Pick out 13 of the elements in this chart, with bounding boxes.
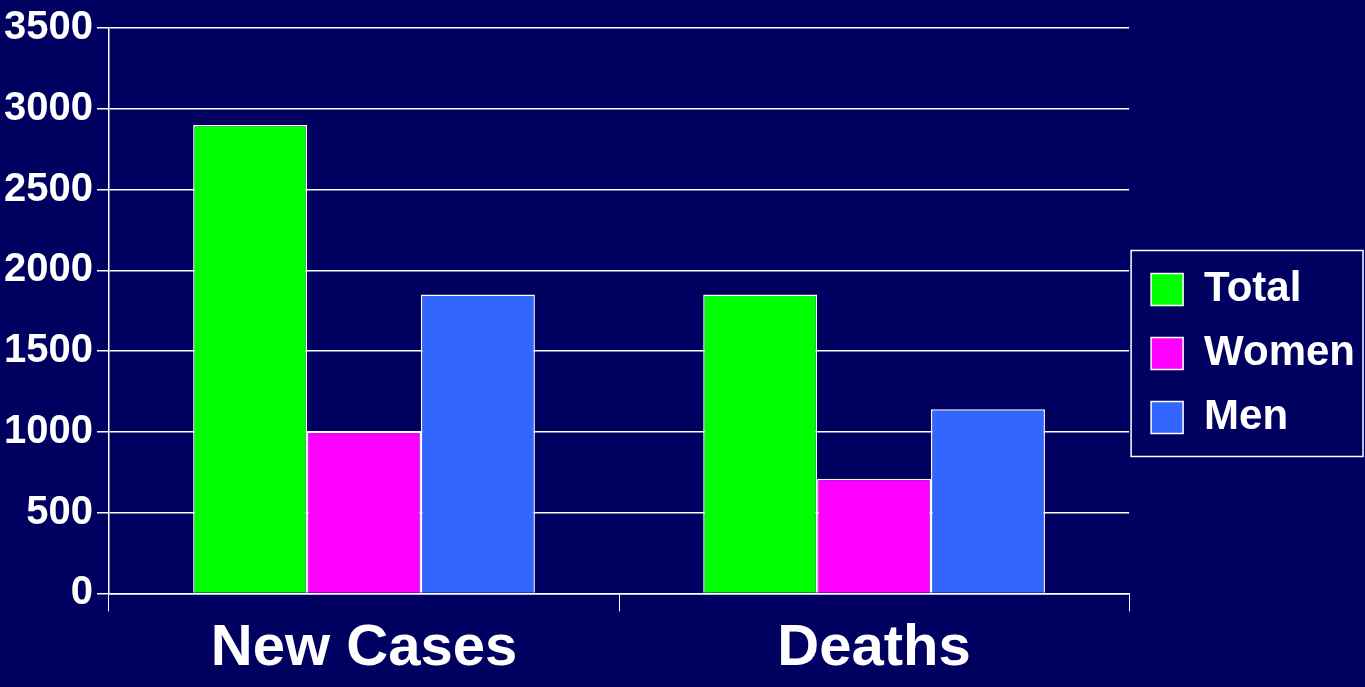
y-tick-label: 500 <box>26 487 93 532</box>
y-tick-label: 3000 <box>4 83 93 128</box>
y-tick-label: 3500 <box>4 3 93 48</box>
y-tick-label: 1000 <box>4 406 93 451</box>
legend-label: Men <box>1204 391 1289 439</box>
y-tick-label: 1500 <box>4 326 93 371</box>
y-tick-label: 0 <box>70 568 93 613</box>
y-tick-label: 2000 <box>4 245 93 290</box>
legend-label: Women <box>1204 327 1356 375</box>
y-tick-label: 2500 <box>4 164 93 209</box>
x-tick-label: Deaths <box>777 612 971 678</box>
x-tick-label: New Cases <box>210 612 518 678</box>
legend-label: Total <box>1204 263 1302 311</box>
